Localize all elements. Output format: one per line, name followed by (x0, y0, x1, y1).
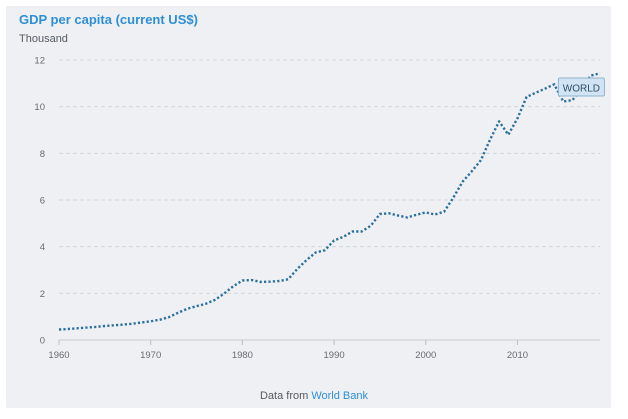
x-tick-label: 2010 (507, 350, 528, 361)
x-tick-label: 1970 (140, 350, 161, 361)
series-label-box (557, 77, 605, 97)
series-label-text: WORLD (563, 84, 600, 95)
data-source-prefix: Data from (259, 390, 309, 402)
x-tick-label: 2000 (415, 350, 436, 361)
x-tick-label: 1990 (324, 350, 345, 361)
x-tick-label: 1980 (232, 350, 253, 361)
data-source: Data from World Bank (0, 390, 628, 402)
y-tick-label: 8 (40, 149, 45, 160)
y-unit-label: Thousand (19, 33, 68, 45)
chart-title: GDP per capita (current US$) (19, 12, 198, 27)
chart-panel (6, 6, 611, 408)
y-tick-label: 12 (34, 56, 45, 67)
y-tick-label: 2 (40, 289, 45, 300)
y-axis-ticks: 0 2 4 6 8 10 12 (34, 56, 45, 347)
y-tick-label: 0 (40, 336, 45, 347)
y-tick-label: 4 (40, 242, 45, 253)
grid-lines (59, 59, 600, 294)
series-label-world: WORLD (557, 77, 605, 97)
y-tick-label: 6 (40, 196, 45, 207)
series-line-world[interactable] (58, 72, 601, 331)
y-tick-label: 10 (34, 102, 45, 113)
x-tick-label: 1960 (48, 350, 69, 361)
x-axis-ticks: 1960 1970 1980 1990 2000 2010 (48, 340, 528, 361)
world-bank-link[interactable]: World Bank (311, 390, 368, 402)
